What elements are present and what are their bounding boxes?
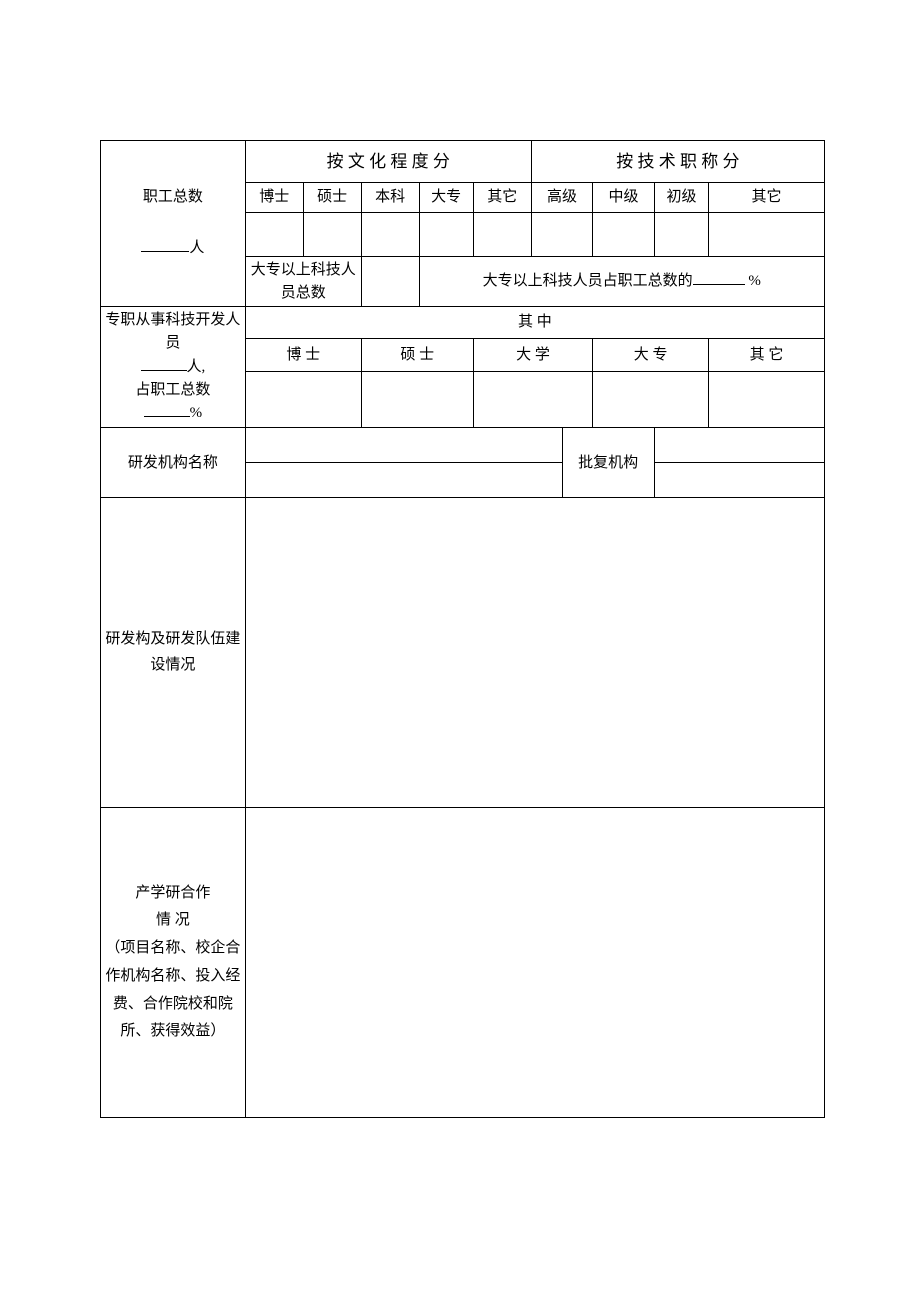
edu-col-college: 大专	[419, 183, 473, 213]
ft-col-other: 其 它	[709, 339, 825, 371]
edu-col-other: 其它	[473, 183, 531, 213]
title-col-junior: 初级	[654, 183, 708, 213]
approval-org-label: 批复机构	[562, 428, 654, 498]
edu-col-doctor: 博士	[245, 183, 303, 213]
fulltime-tech-staff-label: 专职从事科技开发人员 人, 占职工总数 %	[101, 307, 246, 428]
title-col-senior: 高级	[531, 183, 593, 213]
rd-org-name-value-1	[245, 428, 562, 463]
edu-col-master: 硕士	[303, 183, 361, 213]
approval-org-value-2	[654, 463, 824, 498]
sub-header-among: 其 中	[245, 307, 824, 339]
ft-col-university: 大 学	[473, 339, 592, 371]
college-tech-percentage: 大专以上科技人员占职工总数的 %	[419, 257, 824, 307]
ft-val-university	[473, 371, 592, 428]
ft-col-college: 大 专	[593, 339, 709, 371]
title-val-junior	[654, 213, 708, 257]
title-val-mid	[593, 213, 655, 257]
rd-team-building-label: 研发构及研发队伍建设情况	[101, 498, 246, 808]
title-col-other: 其它	[709, 183, 825, 213]
title-col-mid: 中级	[593, 183, 655, 213]
rd-team-building-value	[245, 498, 824, 808]
industry-academia-coop-label: 产学研合作 情 况 （项目名称、校企合作机构名称、投入经费、合作院校和院所、获得…	[101, 808, 246, 1118]
edu-col-bachelor: 本科	[361, 183, 419, 213]
edu-val-bachelor	[361, 213, 419, 257]
ft-col-doctor: 博 士	[245, 339, 361, 371]
approval-org-value-1	[654, 428, 824, 463]
industry-academia-coop-value	[245, 808, 824, 1118]
ft-val-master	[361, 371, 473, 428]
title-val-other	[709, 213, 825, 257]
ft-col-master: 硕 士	[361, 339, 473, 371]
title-val-senior	[531, 213, 593, 257]
total-employees-label: 职工总数 人	[101, 141, 246, 307]
college-tech-total-label: 大专以上科技人员总数	[245, 257, 361, 307]
rd-org-name-value-2	[245, 463, 562, 498]
ft-val-college	[593, 371, 709, 428]
title-header: 按 技 术 职 称 分	[531, 141, 824, 183]
edu-val-other	[473, 213, 531, 257]
edu-val-college	[419, 213, 473, 257]
rd-org-name-label: 研发机构名称	[101, 428, 246, 498]
ft-val-doctor	[245, 371, 361, 428]
education-header: 按 文 化 程 度 分	[245, 141, 531, 183]
college-tech-total-value	[361, 257, 419, 307]
main-form-table: 职工总数 人 按 文 化 程 度 分 按 技 术 职 称 分 博士 硕士 本科 …	[100, 140, 825, 1118]
edu-val-master	[303, 213, 361, 257]
edu-val-doctor	[245, 213, 303, 257]
ft-val-other	[709, 371, 825, 428]
